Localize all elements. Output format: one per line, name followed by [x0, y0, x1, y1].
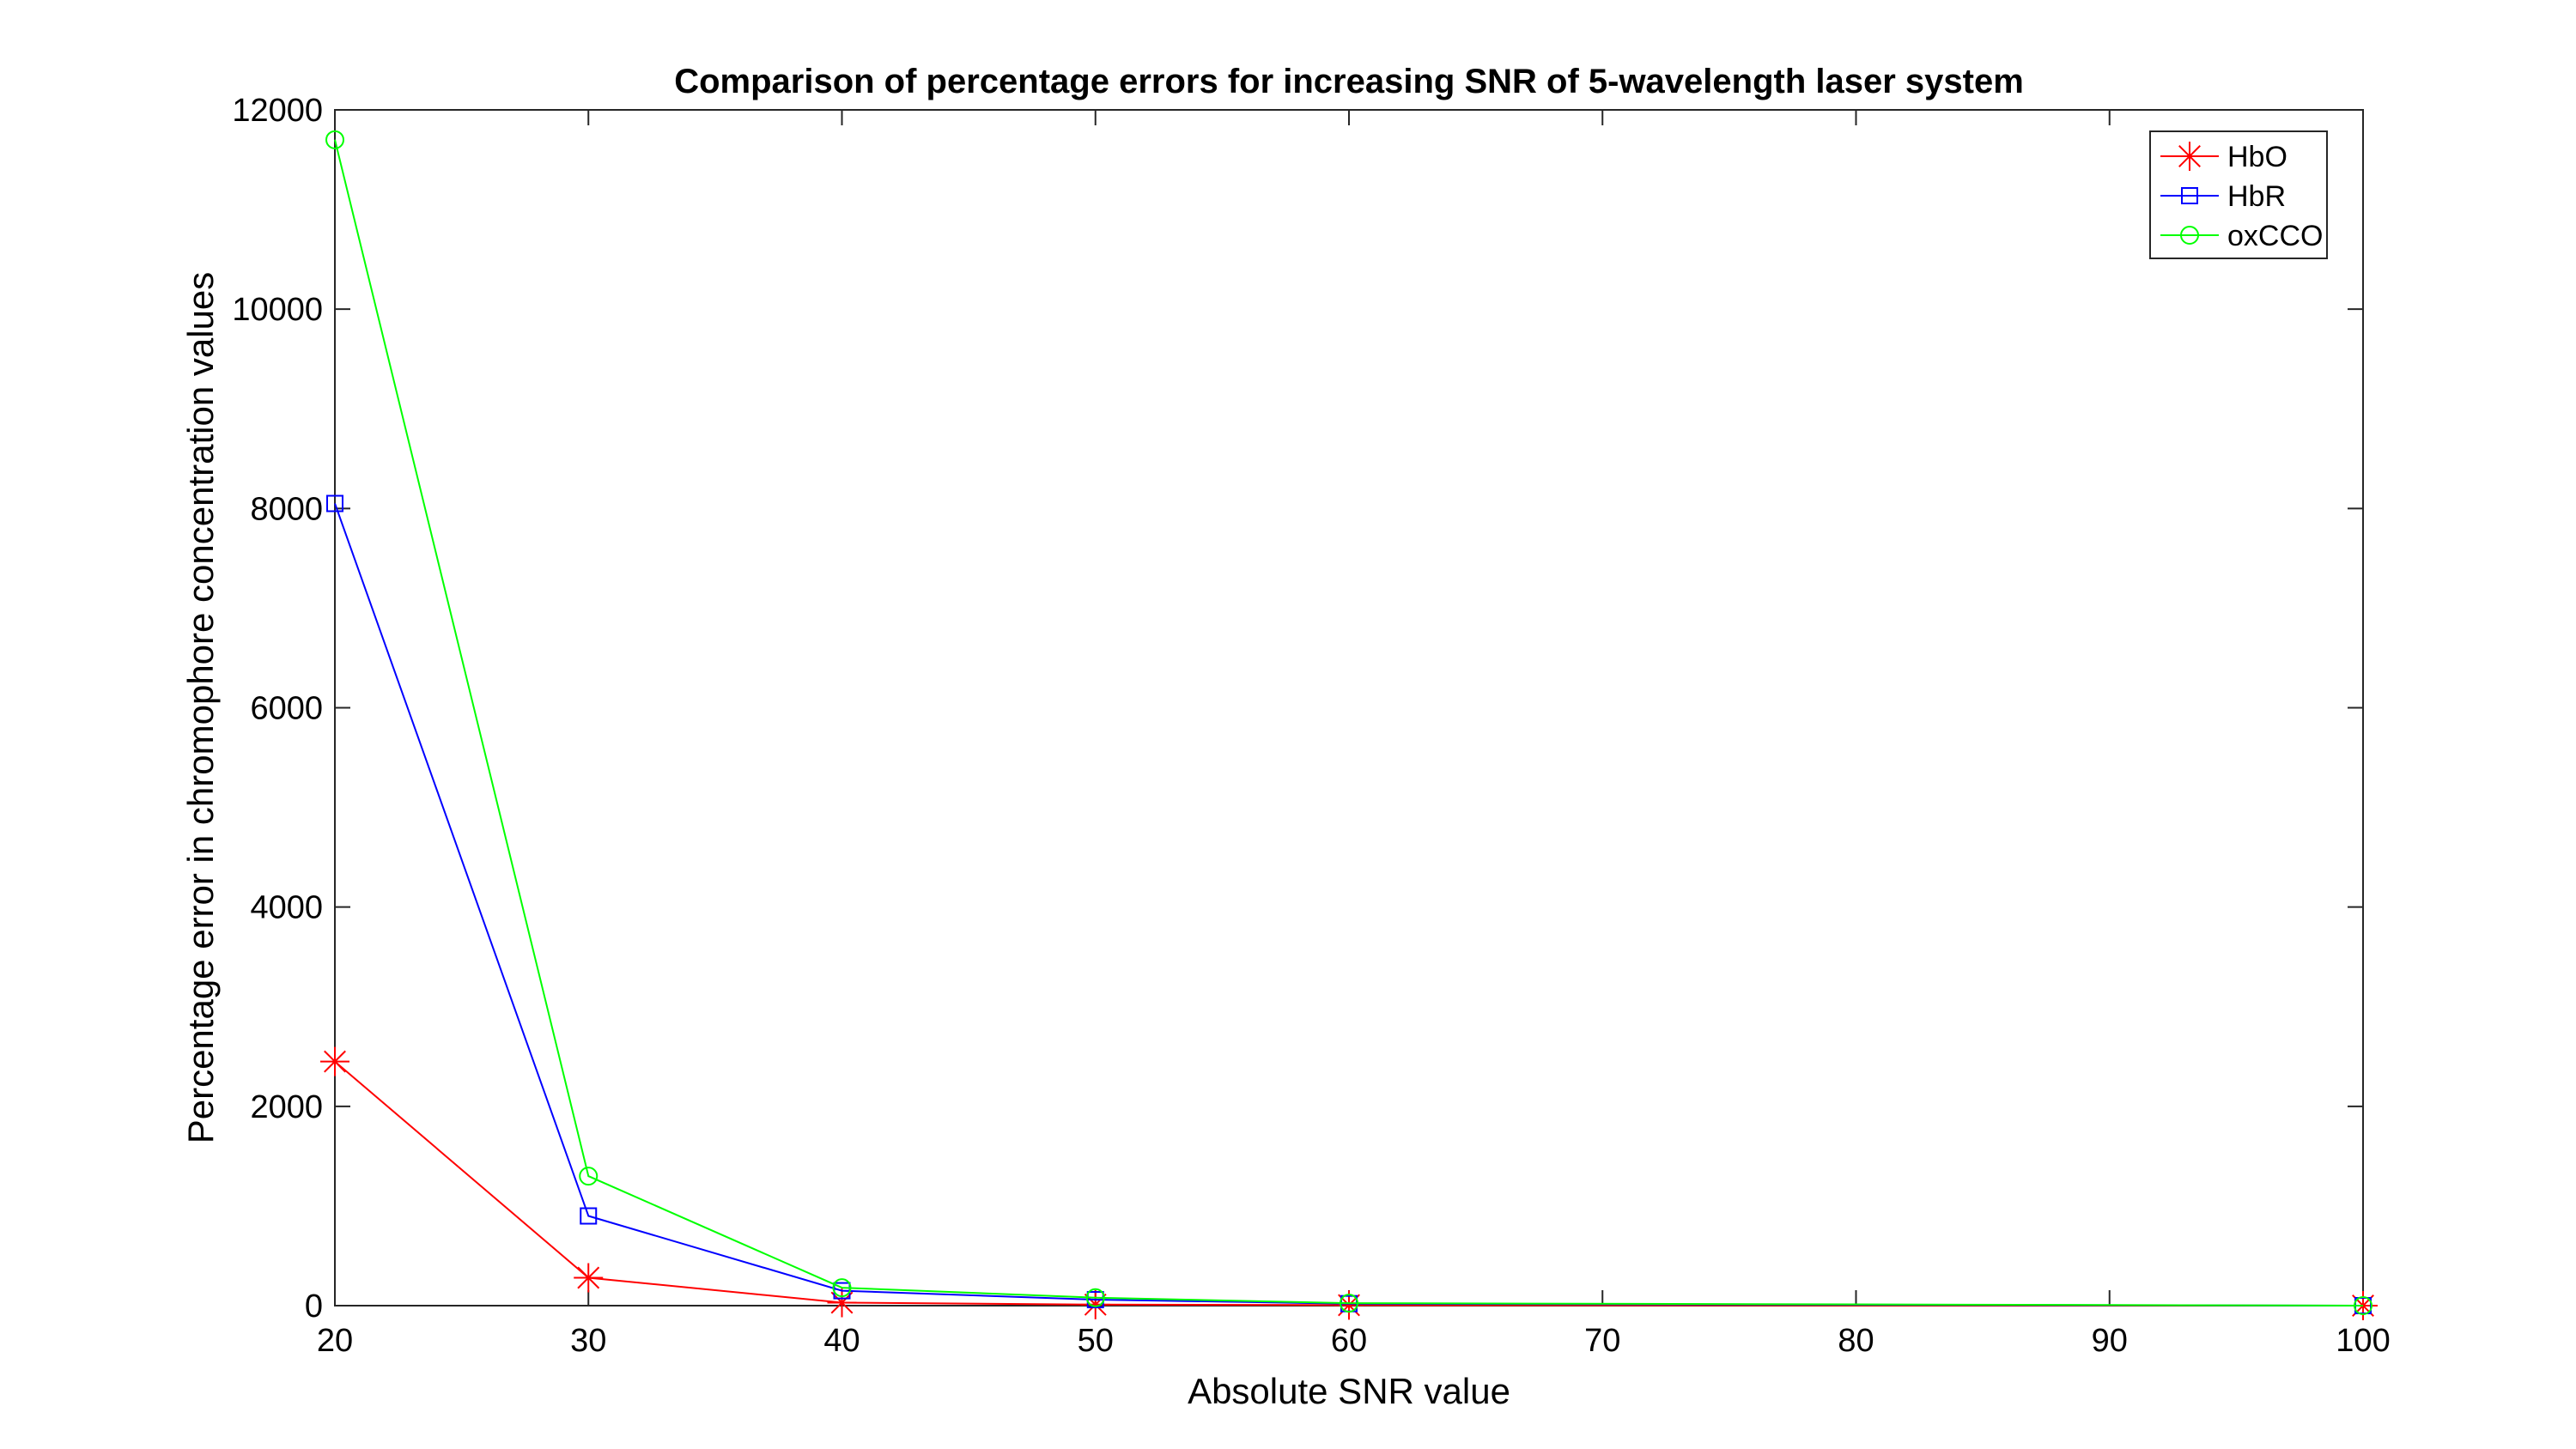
- x-tick-label: 80: [1838, 1323, 1874, 1359]
- legend-marker: [2175, 142, 2204, 171]
- series-layer: [320, 130, 2378, 1320]
- data-point-hbr: [326, 494, 343, 512]
- y-axis-label: Percentage error in chromophore concentr…: [180, 272, 221, 1144]
- data-point-oxcco: [1340, 1294, 1358, 1313]
- data-point-hbo: [1334, 1290, 1364, 1320]
- x-axis-label: Absolute SNR value: [1188, 1371, 1510, 1411]
- plot-area: [334, 109, 2364, 1307]
- legend-label: HbR: [2227, 180, 2286, 213]
- data-point-oxcco: [2354, 1296, 2372, 1315]
- legend-marker: [2181, 187, 2198, 204]
- y-tick-label: 10000: [232, 292, 323, 328]
- series-oxcco: [325, 130, 2372, 1315]
- y-tick-label: 8000: [250, 491, 323, 527]
- x-tick-label: 40: [823, 1323, 860, 1359]
- x-tick-label: 50: [1078, 1323, 1114, 1359]
- x-tick-label: 60: [1331, 1323, 1367, 1359]
- data-point-hbo: [320, 1046, 349, 1076]
- data-point-oxcco: [832, 1278, 852, 1298]
- y-tick-label: 0: [305, 1288, 323, 1325]
- data-point-oxcco: [579, 1167, 598, 1186]
- data-point-hbo: [1080, 1289, 1110, 1319]
- legend-label: HbO: [2227, 141, 2287, 173]
- y-tick-label: 4000: [250, 890, 323, 926]
- legend-entry-oxcco: oxCCO: [2160, 220, 2323, 252]
- series-line-hbo: [334, 1060, 2364, 1307]
- data-point-oxcco: [325, 130, 344, 149]
- data-point-hbo: [574, 1263, 604, 1293]
- x-tick-label: 100: [2336, 1323, 2390, 1359]
- data-point-hbo: [827, 1288, 857, 1318]
- legend-entry-hbo: HbO: [2160, 141, 2287, 173]
- legend: HbO HbR oxCCO: [2149, 130, 2328, 259]
- legend-marker: [2180, 226, 2199, 245]
- x-tick-label: 70: [1584, 1323, 1620, 1359]
- x-tick-label: 90: [2092, 1323, 2128, 1359]
- legend-label: oxCCO: [2227, 220, 2323, 252]
- x-tick-label: 20: [317, 1323, 353, 1359]
- chart-title: Comparison of percentage errors for incr…: [674, 63, 2024, 100]
- y-tick-label: 6000: [250, 691, 323, 727]
- legend-entry-hbr: HbR: [2160, 180, 2286, 213]
- x-tick-label: 30: [570, 1323, 606, 1359]
- axis-ticks: 20 30 40 50 60 70 80 90 100 0 2000 4000 6000 8000 1000…: [232, 93, 2390, 1359]
- series-line-oxcco: [334, 139, 2364, 1307]
- y-tick-label: 2000: [250, 1089, 323, 1125]
- data-point-hbr: [580, 1207, 598, 1225]
- y-tick-label: 12000: [232, 93, 323, 129]
- data-point-oxcco: [1085, 1288, 1105, 1307]
